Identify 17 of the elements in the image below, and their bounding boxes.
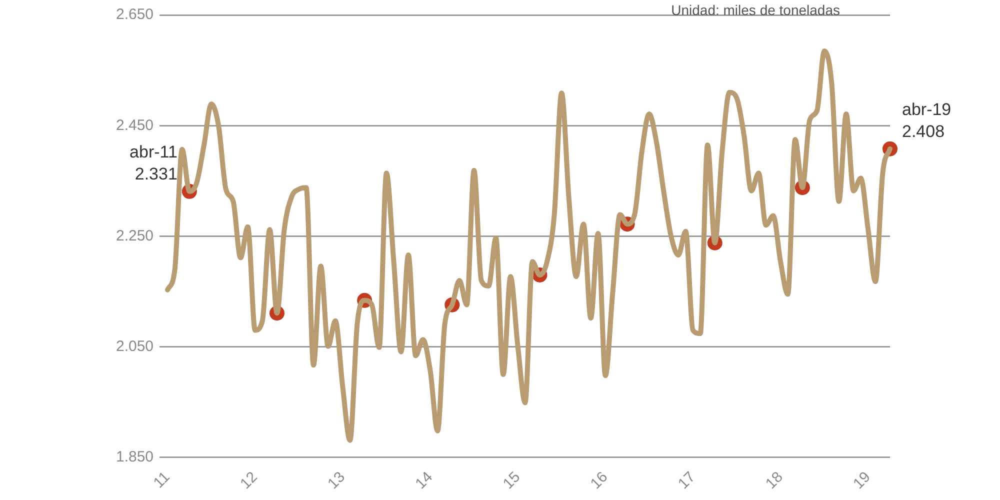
annotation: Unidad: miles de toneladas <box>671 2 840 18</box>
x-tick-label: 14 <box>412 468 436 492</box>
y-tick-label: 2.050 <box>116 338 154 355</box>
x-tick-label: 15 <box>500 468 524 492</box>
x-tick-label: 13 <box>324 468 348 492</box>
x-tick-label: 17 <box>674 468 699 492</box>
data-label: abr-11 2.331 <box>130 142 178 184</box>
y-tick-label: 1.850 <box>116 448 154 466</box>
data-label: abr-19 2.408 <box>902 100 952 141</box>
y-tick-label: 2.650 <box>116 6 154 24</box>
x-tick-label: 12 <box>237 468 261 492</box>
y-tick-label: 2.450 <box>116 116 154 134</box>
x-tick-label: 18 <box>762 468 786 492</box>
x-tick-label: 19 <box>850 468 874 492</box>
y-tick-label: 2.250 <box>116 227 154 244</box>
x-tick-label: 16 <box>587 468 612 492</box>
x-tick-label: 11 <box>150 468 174 492</box>
